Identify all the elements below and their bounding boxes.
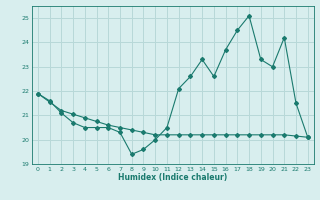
X-axis label: Humidex (Indice chaleur): Humidex (Indice chaleur) <box>118 173 228 182</box>
